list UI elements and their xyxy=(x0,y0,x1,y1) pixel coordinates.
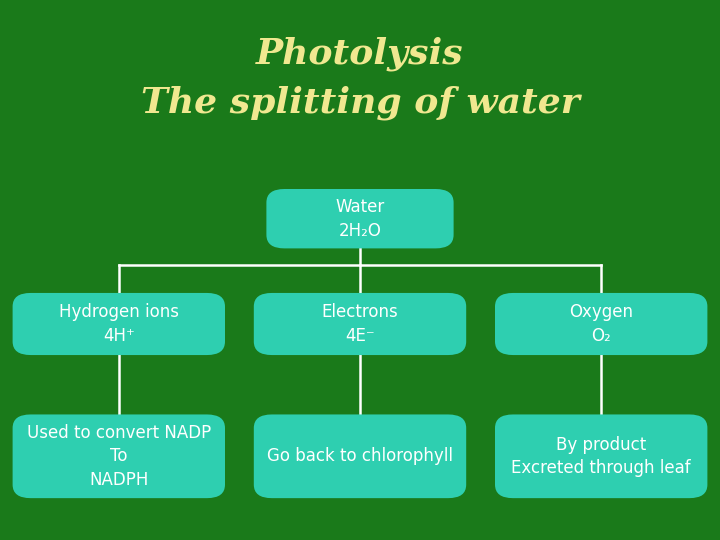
Text: Water
2H₂O: Water 2H₂O xyxy=(336,198,384,240)
FancyBboxPatch shape xyxy=(495,293,707,355)
Text: Photolysis: Photolysis xyxy=(256,37,464,71)
Text: Hydrogen ions
4H⁺: Hydrogen ions 4H⁺ xyxy=(59,303,179,345)
Text: Go back to chlorophyll: Go back to chlorophyll xyxy=(267,447,453,465)
FancyBboxPatch shape xyxy=(13,293,225,355)
FancyBboxPatch shape xyxy=(266,189,454,248)
Text: Used to convert NADP
To
NADPH: Used to convert NADP To NADPH xyxy=(27,424,211,489)
Text: The splitting of water: The splitting of water xyxy=(140,85,580,120)
FancyBboxPatch shape xyxy=(13,415,225,498)
FancyBboxPatch shape xyxy=(254,415,467,498)
Text: Electrons
4E⁻: Electrons 4E⁻ xyxy=(322,303,398,345)
FancyBboxPatch shape xyxy=(254,293,467,355)
Text: Oxygen
O₂: Oxygen O₂ xyxy=(570,303,633,345)
FancyBboxPatch shape xyxy=(495,415,707,498)
Text: By product
Excreted through leaf: By product Excreted through leaf xyxy=(511,435,691,477)
